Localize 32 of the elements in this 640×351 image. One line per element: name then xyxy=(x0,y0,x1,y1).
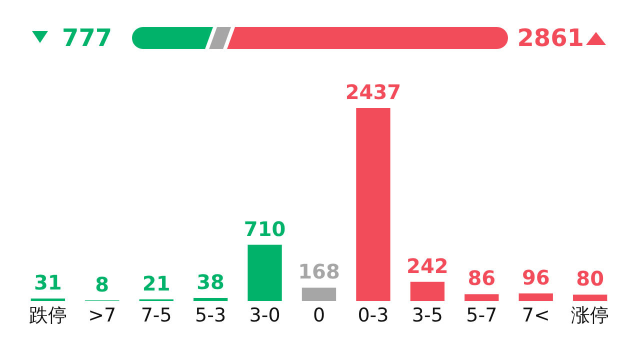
bar xyxy=(302,288,336,301)
data-label: 86 xyxy=(468,266,496,290)
data-label: 710 xyxy=(244,216,286,241)
bar xyxy=(410,282,445,301)
text: 777 xyxy=(62,24,112,52)
data-label: 21 xyxy=(142,271,170,296)
x-tick-label: 0 xyxy=(312,304,326,326)
x-tick-label: 跌停 xyxy=(28,304,67,326)
x-tick-label: 7< xyxy=(522,304,550,326)
bar xyxy=(518,293,553,301)
data-label: 168 xyxy=(298,260,340,284)
x-tick-label: 5-7 xyxy=(466,304,498,326)
data-label: 38 xyxy=(196,270,224,294)
text: 2861 xyxy=(517,24,584,52)
x-tick-label: 5-3 xyxy=(195,304,226,326)
bar xyxy=(573,294,608,301)
x-tick-label: >7 xyxy=(88,304,116,326)
x-tick-label: 3-5 xyxy=(412,304,443,326)
data-label: 80 xyxy=(576,266,604,291)
x-tick-label: 0-3 xyxy=(358,304,389,326)
bar xyxy=(356,108,390,301)
x-tick-label: 涨停 xyxy=(571,304,610,326)
data-label: 2437 xyxy=(345,80,402,104)
x-tick-label: 3-0 xyxy=(249,304,280,326)
data-label: 8 xyxy=(95,272,110,296)
data-label: 96 xyxy=(522,265,550,290)
bar xyxy=(248,244,282,301)
bar xyxy=(193,298,228,301)
data-label: 31 xyxy=(34,270,62,295)
x-tick-label: 7-5 xyxy=(140,304,172,326)
bar xyxy=(464,294,499,301)
data-label: 242 xyxy=(406,254,448,278)
